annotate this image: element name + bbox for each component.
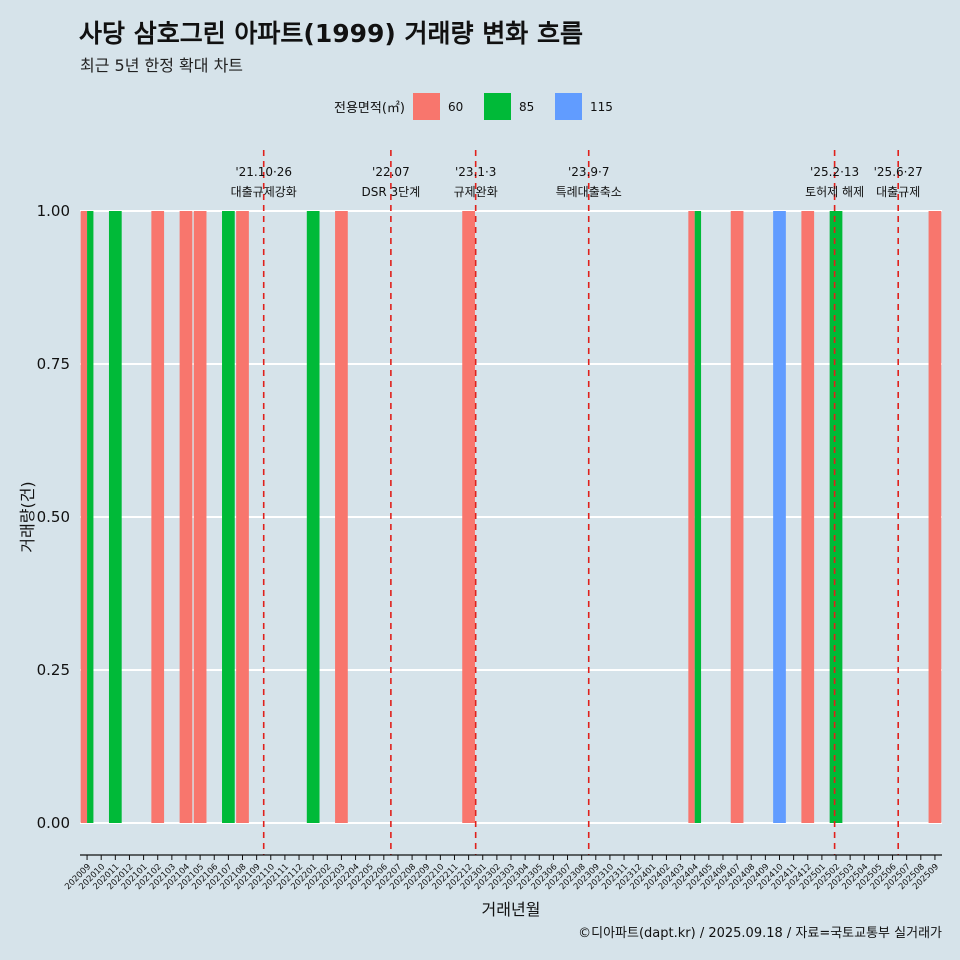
legend-item-115: 115 <box>554 93 618 120</box>
bar-60-202412 <box>801 211 815 823</box>
legend-title: 전용면적(㎡) <box>334 101 405 116</box>
chart-title: 사당 삼호그린 아파트(1999) 거래량 변화 흐름 <box>79 19 583 48</box>
event-date: '25.6·27 <box>874 165 923 179</box>
y-tick-label: 1.00 <box>37 202 70 220</box>
event-date: '23.9·7 <box>568 165 609 179</box>
source-caption: ©디아파트(dapt.kr) / 2025.09.18 / 자료=국토교통부 실… <box>578 926 942 941</box>
bar-85-202201 <box>306 211 320 823</box>
y-tick-label: 0.00 <box>37 814 70 832</box>
bar-60-202105 <box>193 211 207 823</box>
y-tick-label: 0.50 <box>37 508 70 526</box>
legend: 전용면적(㎡) 60 85 115 <box>0 93 960 120</box>
bar-85-202502 <box>829 211 843 823</box>
event-date: '25.2·13 <box>810 165 859 179</box>
y-tick-label: 0.75 <box>37 355 70 373</box>
event-label: 규제완화 <box>454 185 498 199</box>
legend-swatch-85 <box>483 93 511 120</box>
bar-60-202203 <box>335 211 348 823</box>
event-label: 토허제 해제 <box>805 185 864 199</box>
y-axis-title: 거래량(건) <box>18 481 37 552</box>
bar-60-202104 <box>179 211 193 823</box>
legend-label-85: 85 <box>518 99 535 114</box>
x-axis-title: 거래년월 <box>482 900 541 919</box>
bar-85-202404 <box>694 211 702 823</box>
bar-115-202410 <box>773 211 786 823</box>
bar-85-202011 <box>108 211 122 823</box>
legend-item-60: 60 <box>412 93 476 120</box>
chart-subtitle: 최근 5년 한정 확대 차트 <box>80 56 244 75</box>
event-label: DSR 3단계 <box>362 185 421 199</box>
bar-60-202212 <box>462 211 475 823</box>
y-tick-label: 0.25 <box>37 661 70 679</box>
event-date: '22.07 <box>372 165 410 179</box>
bar-60-202407 <box>730 211 744 823</box>
legend-swatch-115 <box>554 93 582 120</box>
event-date: '21.10·26 <box>235 165 292 179</box>
event-label: 대출규제강화 <box>231 185 297 199</box>
bar-60-202509 <box>928 211 942 823</box>
bar-85-202107 <box>222 211 235 823</box>
event-date: '23.1·3 <box>455 165 496 179</box>
legend-swatch-60 <box>412 93 440 120</box>
bar-85-202009 <box>87 211 94 823</box>
event-label: 대출규제 <box>876 185 920 199</box>
event-label: 특례대출축소 <box>556 185 622 199</box>
legend-label-60: 60 <box>447 99 464 114</box>
bar-60-202009 <box>80 211 88 823</box>
legend-item-85: 85 <box>483 93 547 120</box>
bar-60-202108 <box>236 211 249 823</box>
bar-60-202404 <box>688 211 695 823</box>
bar-60-202102 <box>151 211 165 823</box>
legend-label-115: 115 <box>589 99 613 114</box>
